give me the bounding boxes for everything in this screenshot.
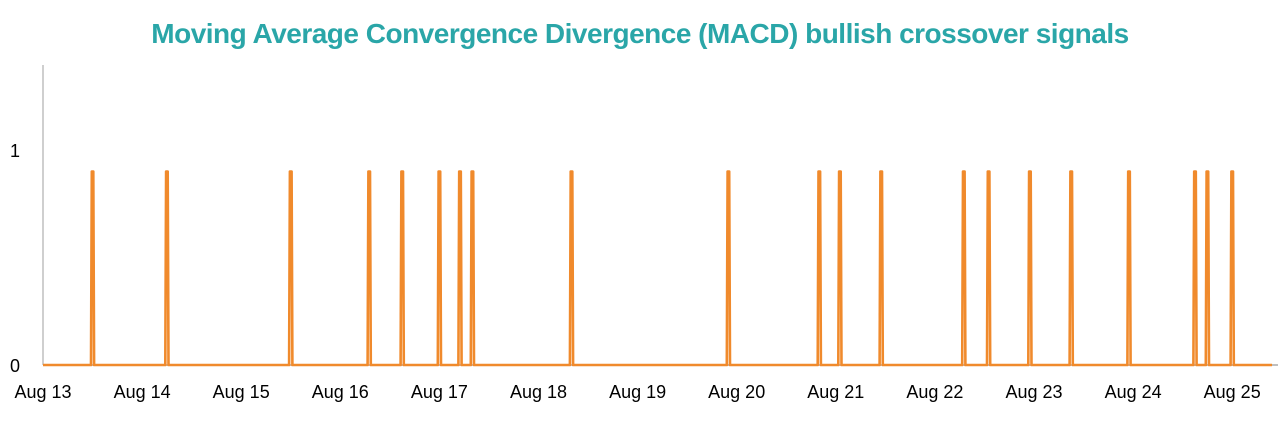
tick-labels: Aug 13 Aug 14 Aug 15 Aug 16 Aug 17 Aug 18 Aug … [10,141,1261,402]
axes [42,65,1278,366]
chart-title: Moving Average Convergence Divergence (M… [151,18,1129,49]
x-tick-label: Aug 15 [213,382,270,402]
x-tick-label: Aug 14 [114,382,171,402]
x-tick-label: Aug 21 [807,382,864,402]
x-tick-label: Aug 25 [1204,382,1261,402]
x-tick-label: Aug 23 [1005,382,1062,402]
x-tick-label: Aug 22 [906,382,963,402]
signal-line [43,170,1272,367]
x-tick-label: Aug 17 [411,382,468,402]
x-tick-label: Aug 24 [1105,382,1162,402]
x-tick-label: Aug 19 [609,382,666,402]
x-tick-label: Aug 13 [14,382,71,402]
signal-series [43,170,1272,367]
x-tick-label: Aug 16 [312,382,369,402]
x-tick-label: Aug 20 [708,382,765,402]
y-tick-label: 0 [10,356,20,376]
y-tick-label: 1 [10,141,20,161]
x-tick-label: Aug 18 [510,382,567,402]
